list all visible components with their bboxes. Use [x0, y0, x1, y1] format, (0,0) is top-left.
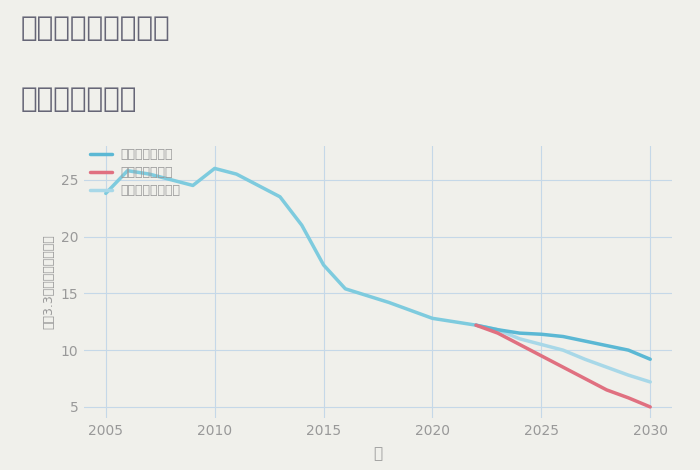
ノーマルシナリオ	[494, 327, 502, 333]
グッドシナリオ	[559, 334, 567, 339]
バッドシナリオ	[494, 330, 502, 336]
グッドシナリオ	[581, 338, 589, 344]
ノーマルシナリオ	[515, 336, 524, 342]
Y-axis label: 坪（3.3㎡）単価（万円）: 坪（3.3㎡）単価（万円）	[42, 235, 55, 329]
ノーマルシナリオ	[537, 342, 545, 347]
Text: 三重県伊賀市治田の: 三重県伊賀市治田の	[21, 14, 171, 42]
グッドシナリオ	[515, 330, 524, 336]
バッドシナリオ	[603, 387, 611, 393]
グッドシナリオ	[624, 347, 633, 353]
バッドシナリオ	[646, 404, 654, 410]
Legend: グッドシナリオ, バッドシナリオ, ノーマルシナリオ: グッドシナリオ, バッドシナリオ, ノーマルシナリオ	[90, 149, 180, 197]
グッドシナリオ	[646, 356, 654, 362]
バッドシナリオ	[559, 364, 567, 370]
グッドシナリオ	[603, 343, 611, 348]
グッドシナリオ	[537, 331, 545, 337]
ノーマルシナリオ	[603, 364, 611, 370]
ノーマルシナリオ	[472, 322, 480, 328]
バッドシナリオ	[581, 376, 589, 381]
Line: バッドシナリオ: バッドシナリオ	[476, 325, 650, 407]
バッドシナリオ	[472, 322, 480, 328]
ノーマルシナリオ	[624, 372, 633, 378]
Text: 土地の価格推移: 土地の価格推移	[21, 85, 137, 113]
グッドシナリオ	[472, 322, 480, 328]
バッドシナリオ	[515, 342, 524, 347]
Line: ノーマルシナリオ: ノーマルシナリオ	[476, 325, 650, 382]
バッドシナリオ	[537, 353, 545, 359]
バッドシナリオ	[624, 395, 633, 400]
Line: グッドシナリオ: グッドシナリオ	[476, 325, 650, 359]
グッドシナリオ	[494, 327, 502, 333]
ノーマルシナリオ	[559, 347, 567, 353]
ノーマルシナリオ	[581, 356, 589, 362]
X-axis label: 年: 年	[373, 446, 383, 461]
ノーマルシナリオ	[646, 379, 654, 385]
